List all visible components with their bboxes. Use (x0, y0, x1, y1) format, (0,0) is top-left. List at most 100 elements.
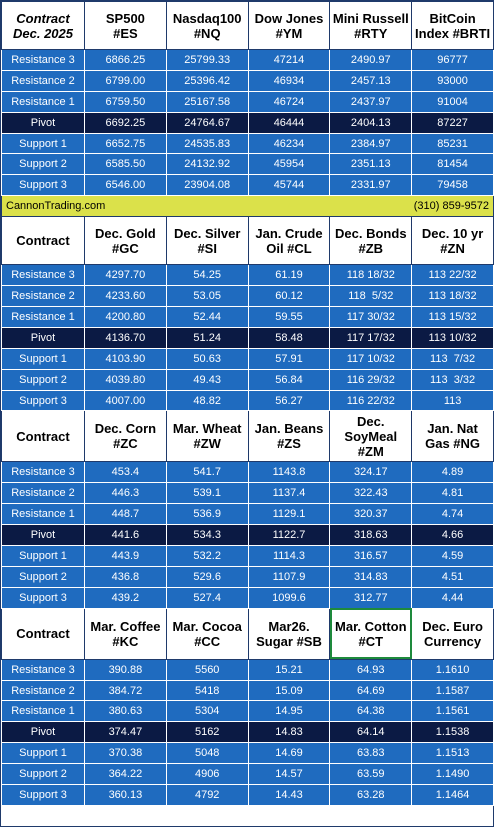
level-row: Resistance 3 453.4 541.7 1143.8 324.17 4.89 (1, 461, 494, 484)
price-cell: 56.27 (247, 389, 331, 412)
row-label: Resistance 2 (1, 69, 85, 92)
instrument-header: Mini Russell #RTY (329, 1, 413, 50)
price-cell: 113 3/32 (411, 368, 494, 391)
price-cell: 117 10/32 (329, 347, 413, 370)
price-cell: 364.22 (84, 763, 167, 786)
contract-header: Contract (1, 410, 85, 463)
instrument-header: Mar26. Sugar #SB (247, 607, 331, 660)
row-label: Support 2 (1, 565, 85, 588)
price-cell: 53.05 (165, 285, 249, 308)
price-cell: 116 29/32 (329, 368, 413, 391)
contact-banner-cell: CannonTrading.com (310) 859-9572 (1, 195, 494, 218)
row-label: Resistance 1 (1, 700, 85, 723)
level-row: Resistance 1 4200.80 52.44 59.55 117 30/32 11… (1, 306, 494, 328)
row-label: Resistance 2 (1, 285, 85, 308)
price-cell: 5162 (165, 721, 249, 744)
price-cell: 49.43 (165, 368, 249, 391)
level-row: Support 1 370.38 5048 14.69 63.83 1.1513 (1, 742, 494, 765)
price-cell: 390.88 (84, 658, 167, 681)
price-cell: 25167.58 (165, 90, 249, 113)
price-cell: 1.1561 (411, 700, 494, 723)
level-row: Support 3 439.2 527.4 1099.6 312.77 4.44 (1, 586, 494, 609)
level-row: Support 2 4039.80 49.43 56.84 116 29/32 113 3… (1, 368, 494, 391)
price-cell: 1143.8 (247, 461, 331, 484)
price-cell: 4103.90 (84, 347, 167, 370)
price-cell: 24535.83 (165, 132, 249, 155)
level-row: Support 2 436.8 529.6 1107.9 314.83 4.51 (1, 565, 494, 588)
price-cell: 5304 (165, 700, 249, 723)
price-cell: 51.24 (165, 326, 249, 349)
price-cell: 5048 (165, 742, 249, 765)
instrument-header: Dec. Bonds #ZB (329, 216, 413, 266)
level-row: Support 3 4007.00 48.82 56.27 116 22/32 113 (1, 389, 494, 412)
section-header-row: Contract Dec. 2025 SP500 #ES Nasdaq100 #NQ Dow… (1, 1, 494, 50)
price-cell: 25799.33 (165, 49, 249, 71)
price-cell: 1.1610 (411, 658, 494, 681)
price-cell: 6799.00 (84, 69, 167, 92)
price-cell: 45954 (247, 153, 331, 176)
contract-header: Contract (1, 607, 85, 660)
instrument-header: Jan. Beans #ZS (247, 410, 331, 463)
price-cell: 56.84 (247, 368, 331, 391)
row-label: Resistance 3 (1, 461, 85, 484)
price-cell: 96777 (411, 49, 494, 71)
level-row: Resistance 1 448.7 536.9 1129.1 320.37 4.74 (1, 503, 494, 526)
price-cell: 439.2 (84, 586, 167, 609)
price-cell: 15.21 (247, 658, 331, 681)
price-cell: 14.83 (247, 721, 331, 744)
price-cell: 6692.25 (84, 111, 167, 134)
price-cell: 45744 (247, 174, 331, 197)
price-cell: 4.44 (411, 586, 494, 609)
section-header-row: Contract Dec. Gold #GC Dec. Silver #SI Jan. C… (1, 216, 494, 266)
row-label: Support 2 (1, 763, 85, 786)
instrument-header: Dec. 10 yr #ZN (411, 216, 494, 266)
level-row: Support 2 364.22 4906 14.57 63.59 1.1490 (1, 763, 494, 786)
price-cell: 117 30/32 (329, 306, 413, 328)
row-label: Resistance 3 (1, 264, 85, 287)
contract-header: Contract (1, 216, 85, 266)
level-row: Support 1 443.9 532.2 1114.3 316.57 4.59 (1, 545, 494, 567)
contract-header: Contract Dec. 2025 (1, 1, 85, 50)
price-cell: 536.9 (165, 503, 249, 526)
row-label: Resistance 2 (1, 679, 85, 702)
price-cell: 113 7/32 (411, 347, 494, 370)
instrument-header: SP500 #ES (84, 1, 167, 50)
price-cell: 4039.80 (84, 368, 167, 391)
price-cell: 312.77 (329, 586, 413, 609)
phone-number: (310) 859-9572 (413, 200, 489, 213)
row-label: Resistance 1 (1, 503, 85, 526)
price-cell: 6759.50 (84, 90, 167, 113)
pivot-table: Contract Dec. 2025 SP500 #ES Nasdaq100 #NQ Dow… (1, 1, 494, 806)
price-cell: 324.17 (329, 461, 413, 484)
price-cell: 1.1538 (411, 721, 494, 744)
level-row: Resistance 3 4297.70 54.25 61.19 118 18/32 11… (1, 264, 494, 287)
price-cell: 113 22/32 (411, 264, 494, 287)
price-cell: 46234 (247, 132, 331, 155)
price-cell: 52.44 (165, 306, 249, 328)
price-cell: 64.14 (329, 721, 413, 744)
price-cell: 1099.6 (247, 586, 331, 609)
contact-banner: CannonTrading.com (310) 859-9572 (1, 195, 494, 218)
price-cell: 79458 (411, 174, 494, 197)
price-cell: 60.12 (247, 285, 331, 308)
price-cell: 2331.97 (329, 174, 413, 197)
price-cell: 14.57 (247, 763, 331, 786)
price-cell: 380.63 (84, 700, 167, 723)
instrument-header: Dow Jones #YM (247, 1, 331, 50)
price-cell: 4.89 (411, 461, 494, 484)
price-cell: 1.1464 (411, 784, 494, 806)
level-row: Support 1 6652.75 24535.83 46234 2384.97 8523… (1, 132, 494, 155)
price-cell: 85231 (411, 132, 494, 155)
instrument-header: Mar. Wheat #ZW (165, 410, 249, 463)
row-label: Support 3 (1, 174, 85, 197)
price-cell: 46444 (247, 111, 331, 134)
price-cell: 532.2 (165, 545, 249, 567)
website-link[interactable]: CannonTrading.com (6, 200, 106, 213)
price-cell: 57.91 (247, 347, 331, 370)
level-row: Support 3 360.13 4792 14.43 63.28 1.1464 (1, 784, 494, 806)
price-cell: 436.8 (84, 565, 167, 588)
price-cell: 316.57 (329, 545, 413, 567)
row-label: Support 3 (1, 389, 85, 412)
price-cell: 370.38 (84, 742, 167, 765)
